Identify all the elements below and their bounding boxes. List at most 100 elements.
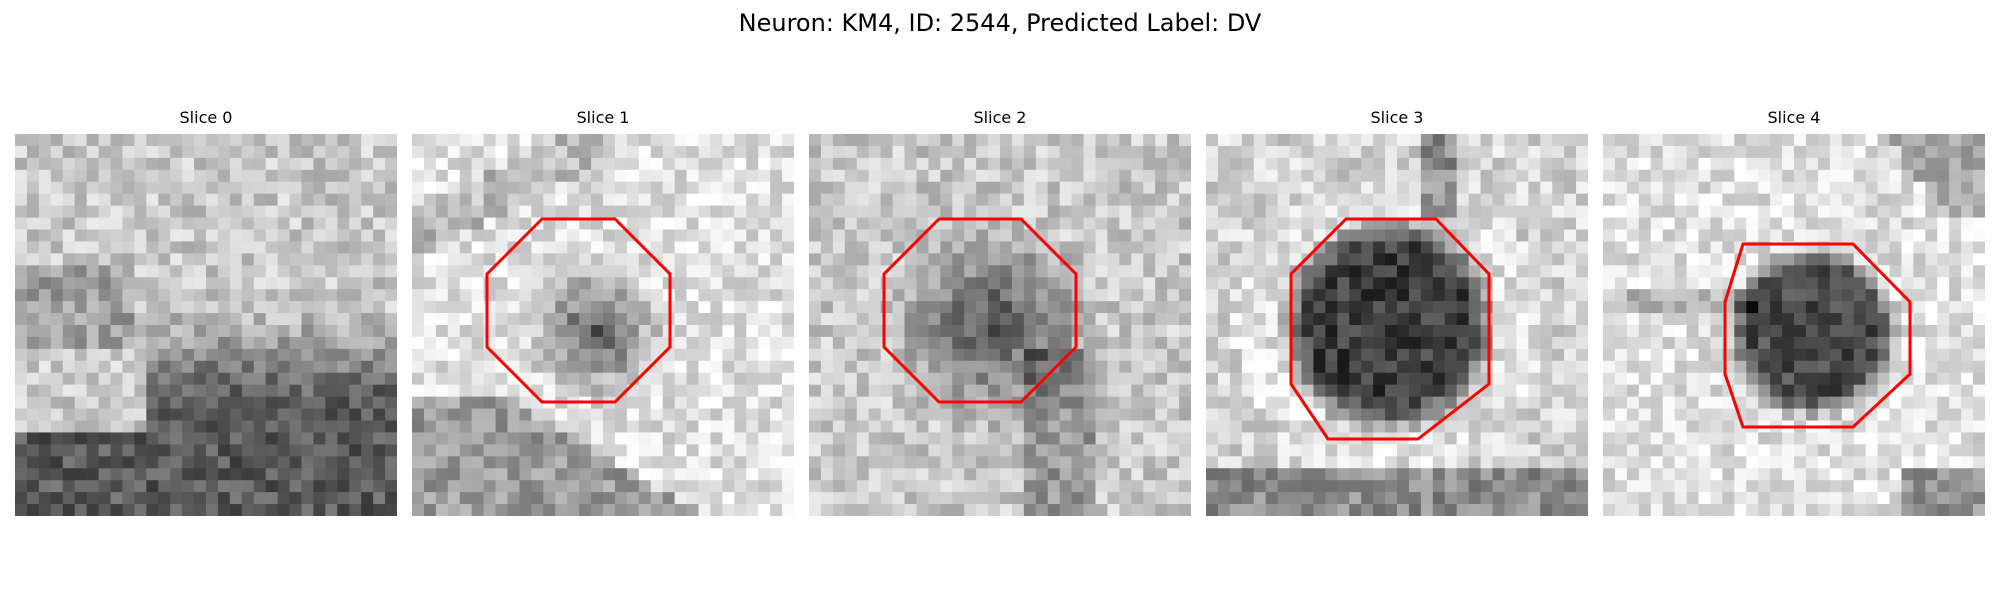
pixel (1302, 230, 1315, 243)
pixel (1576, 468, 1588, 481)
pixel (519, 337, 532, 350)
pixel (663, 361, 676, 374)
pixel (1973, 253, 1985, 266)
pixel (1107, 504, 1120, 516)
pixel (1734, 218, 1747, 231)
pixel (531, 432, 544, 445)
pixel (1842, 182, 1855, 195)
pixel (99, 265, 112, 278)
pixel (555, 421, 568, 434)
pixel (1901, 325, 1914, 338)
pixel (1758, 397, 1771, 410)
pixel (218, 206, 231, 219)
pixel (639, 265, 652, 278)
pixel (75, 480, 88, 493)
pixel (567, 373, 580, 386)
pixel (385, 409, 397, 422)
pixel (627, 325, 640, 338)
pixel (1469, 421, 1482, 434)
pixel (349, 253, 362, 266)
pixel (881, 218, 894, 231)
pixel (1131, 277, 1144, 290)
pixel (39, 241, 52, 254)
pixel (111, 301, 124, 314)
pixel (170, 456, 183, 469)
pixel (905, 158, 918, 171)
pixel (1457, 444, 1470, 457)
pixel (1000, 432, 1013, 445)
pixel (1699, 134, 1712, 147)
pixel (1206, 432, 1219, 445)
pixel (1397, 313, 1410, 326)
pixel (1782, 349, 1795, 362)
pixel (1615, 456, 1628, 469)
pixel (988, 182, 1001, 195)
pixel (1036, 492, 1049, 505)
pixel (337, 182, 350, 195)
pixel (1937, 301, 1950, 314)
pixel (1409, 241, 1422, 254)
pixel (1576, 432, 1588, 445)
pixel (111, 373, 124, 386)
pixel (758, 337, 771, 350)
pixel (313, 444, 326, 457)
pixel (1084, 385, 1097, 398)
pixel (1493, 385, 1506, 398)
pixel (1179, 480, 1191, 493)
pixel (254, 361, 267, 374)
pixel (170, 289, 183, 302)
pixel (1373, 337, 1386, 350)
pixel (1107, 182, 1120, 195)
pixel (39, 492, 52, 505)
pixel (1179, 337, 1191, 350)
pixel (146, 301, 159, 314)
pixel (1325, 373, 1338, 386)
pixel (75, 468, 88, 481)
pixel (1012, 230, 1025, 243)
pixel (543, 337, 556, 350)
pixel (1949, 194, 1962, 207)
pixel (146, 349, 159, 362)
pixel (484, 218, 497, 231)
pixel (1278, 230, 1291, 243)
pixel (87, 397, 100, 410)
pixel (39, 397, 52, 410)
pixel (39, 349, 52, 362)
pixel (1973, 349, 1985, 362)
pixel (134, 253, 147, 266)
pixel (722, 301, 735, 314)
pixel (869, 277, 882, 290)
pixel (928, 349, 941, 362)
pixel (460, 385, 473, 398)
pixel (278, 492, 291, 505)
pixel (1048, 337, 1061, 350)
pixel (484, 373, 497, 386)
pixel (1937, 373, 1950, 386)
pixel (905, 265, 918, 278)
pixel (1397, 170, 1410, 183)
pixel (651, 432, 664, 445)
pixel (543, 206, 556, 219)
pixel (1302, 337, 1315, 350)
pixel (1878, 301, 1891, 314)
pixel (1433, 337, 1446, 350)
pixel (278, 337, 291, 350)
pixel (1540, 409, 1553, 422)
pixel (1349, 409, 1362, 422)
pixel (869, 194, 882, 207)
pixel (663, 468, 676, 481)
pixel (99, 409, 112, 422)
pixel (1901, 206, 1914, 219)
pixel (1206, 301, 1219, 314)
pixel (1925, 277, 1938, 290)
pixel (1313, 277, 1326, 290)
pixel (1576, 421, 1588, 434)
pixel (1000, 373, 1013, 386)
pixel (579, 492, 592, 505)
pixel (230, 158, 243, 171)
pixel (1830, 158, 1843, 171)
pixel (1603, 253, 1616, 266)
pixel (146, 158, 159, 171)
pixel (1699, 373, 1712, 386)
pixel (496, 277, 509, 290)
